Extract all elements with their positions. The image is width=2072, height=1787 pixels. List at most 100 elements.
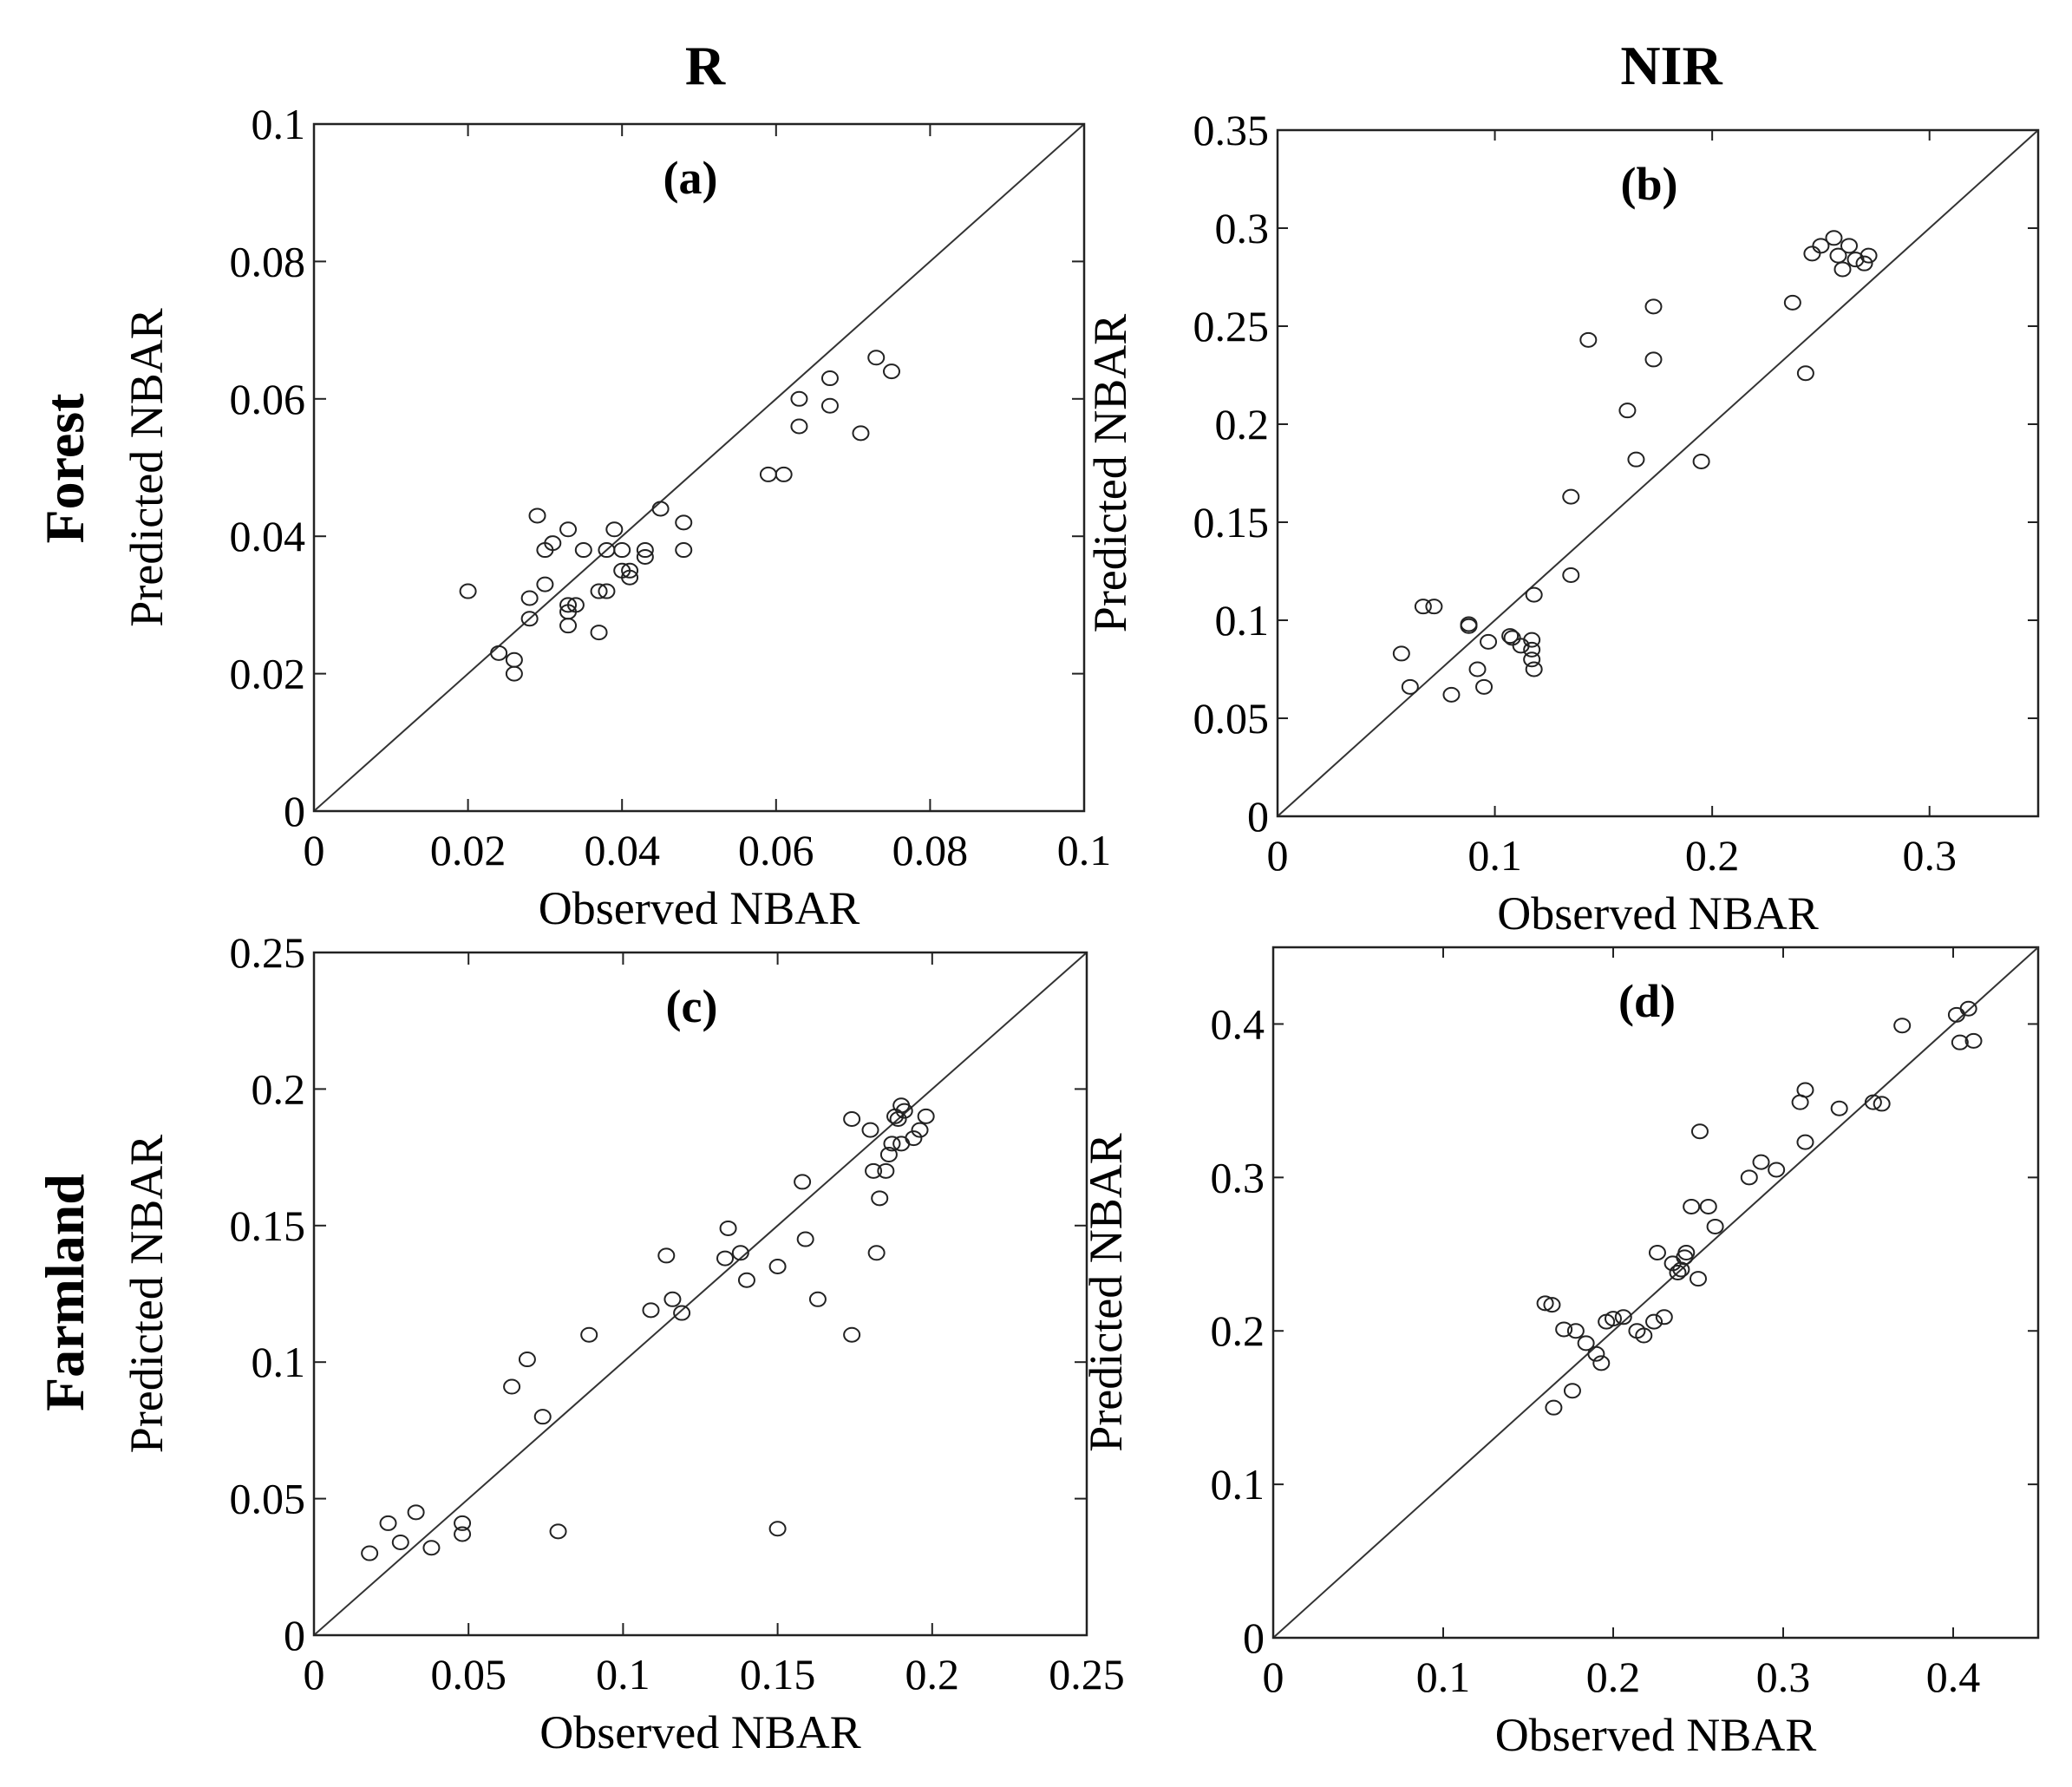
data-point xyxy=(1605,1311,1622,1327)
data-point xyxy=(1683,1198,1701,1214)
data-point xyxy=(905,1130,923,1147)
data-point xyxy=(852,425,870,442)
y-tick-label: 0.2 xyxy=(1215,400,1270,448)
plot-frame xyxy=(1276,128,2040,818)
plot-frame xyxy=(312,122,1086,813)
y-tick-label: 0.15 xyxy=(230,1201,306,1250)
x-tick-label: 0.2 xyxy=(905,1650,960,1699)
data-point xyxy=(1947,1006,1965,1023)
data-point xyxy=(1796,1082,1814,1098)
x-axis-label: Observed NBAR xyxy=(539,882,860,934)
column-header-nir: NIR xyxy=(1620,35,1722,96)
data-point xyxy=(1475,678,1494,695)
x-tick-label: 0.1 xyxy=(1057,826,1112,874)
data-point xyxy=(536,576,554,592)
y-tick-label: 0.04 xyxy=(230,512,306,560)
chart-panel: 0 0.1 0.2 0.3 0.4 0 0.1 0.2 0.3 0.4 Observed NBAR P… xyxy=(1080,946,2040,1761)
data-point xyxy=(1587,1345,1605,1362)
data-point xyxy=(1648,1245,1666,1261)
data-point xyxy=(768,1521,787,1537)
x-tick-label: 0.15 xyxy=(740,1650,816,1699)
row-header-farmland: Farmland xyxy=(34,1174,95,1411)
data-point xyxy=(528,507,546,524)
x-tick-label: 0.1 xyxy=(1467,831,1522,880)
data-point xyxy=(820,397,839,414)
y-axis-label: Predicted NBAR xyxy=(121,1135,173,1453)
x-tick-label: 0 xyxy=(1263,1653,1284,1701)
data-point xyxy=(1829,247,1847,264)
y-tick-label: 0.35 xyxy=(1193,106,1270,154)
data-point xyxy=(1523,632,1541,648)
data-point xyxy=(843,1111,861,1128)
data-point xyxy=(883,363,900,380)
data-point xyxy=(559,597,578,613)
data-point xyxy=(1525,661,1543,677)
data-point xyxy=(1669,1265,1687,1281)
chart-panel: 0 0.1 0.2 0.3 0 0.05 0.1 0.15 0.2 0.25 0.3 0.35 Obse… xyxy=(1084,106,2040,939)
data-point xyxy=(1677,1245,1696,1261)
data-point xyxy=(917,1108,935,1124)
data-point xyxy=(520,590,539,606)
data-point xyxy=(1833,261,1852,278)
data-point xyxy=(673,1305,691,1321)
panel-label: (a) xyxy=(663,152,718,204)
data-point xyxy=(865,1162,883,1179)
data-point xyxy=(1860,247,1878,264)
data-point xyxy=(1783,294,1801,311)
data-point xyxy=(1523,651,1541,668)
data-point xyxy=(549,1523,567,1540)
data-point xyxy=(1401,678,1419,695)
data-point xyxy=(407,1504,425,1521)
data-point xyxy=(580,1326,598,1343)
one-to-one-line xyxy=(1272,946,2039,1639)
data-point xyxy=(775,466,793,482)
data-point xyxy=(518,1352,536,1368)
data-point xyxy=(1893,1018,1912,1034)
data-point xyxy=(636,542,654,559)
data-point xyxy=(1825,230,1843,246)
panel-label: (d) xyxy=(1618,975,1676,1027)
data-point xyxy=(1873,1096,1891,1112)
data-point xyxy=(1562,567,1580,584)
x-tick-label: 0.2 xyxy=(1685,831,1740,880)
data-point xyxy=(1855,255,1873,272)
data-point xyxy=(1830,1100,1848,1116)
data-point xyxy=(503,1378,521,1395)
data-point xyxy=(642,1302,660,1319)
data-point xyxy=(1635,1327,1653,1344)
data-point xyxy=(590,625,608,641)
x-tick-label: 0.25 xyxy=(1049,1650,1125,1699)
data-point xyxy=(1796,365,1814,382)
data-point xyxy=(1644,351,1663,368)
plot-frame xyxy=(1271,946,2040,1640)
data-point xyxy=(1645,1313,1663,1330)
data-point xyxy=(1752,1154,1770,1170)
y-tick-label: 0 xyxy=(1247,792,1269,841)
y-tick-label: 0.1 xyxy=(1215,596,1270,645)
data-point xyxy=(1442,686,1461,703)
y-tick-label: 0.05 xyxy=(1193,694,1270,743)
data-point xyxy=(1392,645,1410,662)
data-point xyxy=(663,1291,682,1307)
y-tick-label: 0.1 xyxy=(252,1338,306,1386)
data-point xyxy=(1543,1297,1561,1313)
x-tick-label: 0.4 xyxy=(1926,1653,1981,1701)
data-point xyxy=(1840,238,1859,254)
data-point xyxy=(1812,238,1830,254)
data-point xyxy=(911,1122,929,1138)
data-point xyxy=(520,611,539,627)
data-point xyxy=(768,1259,787,1275)
data-point xyxy=(1690,1271,1707,1287)
y-tick-label: 0 xyxy=(1243,1614,1265,1662)
data-point xyxy=(1480,633,1498,650)
row-header-forest: Forest xyxy=(34,393,95,544)
y-tick-label: 0.2 xyxy=(1211,1306,1265,1355)
data-point xyxy=(1692,453,1710,469)
data-point xyxy=(1699,1198,1717,1214)
data-point xyxy=(1618,403,1637,419)
data-point xyxy=(566,597,585,613)
data-point xyxy=(1768,1162,1786,1178)
x-tick-label: 0.2 xyxy=(1586,1653,1641,1701)
data-point xyxy=(559,521,578,538)
data-point xyxy=(657,1247,676,1264)
